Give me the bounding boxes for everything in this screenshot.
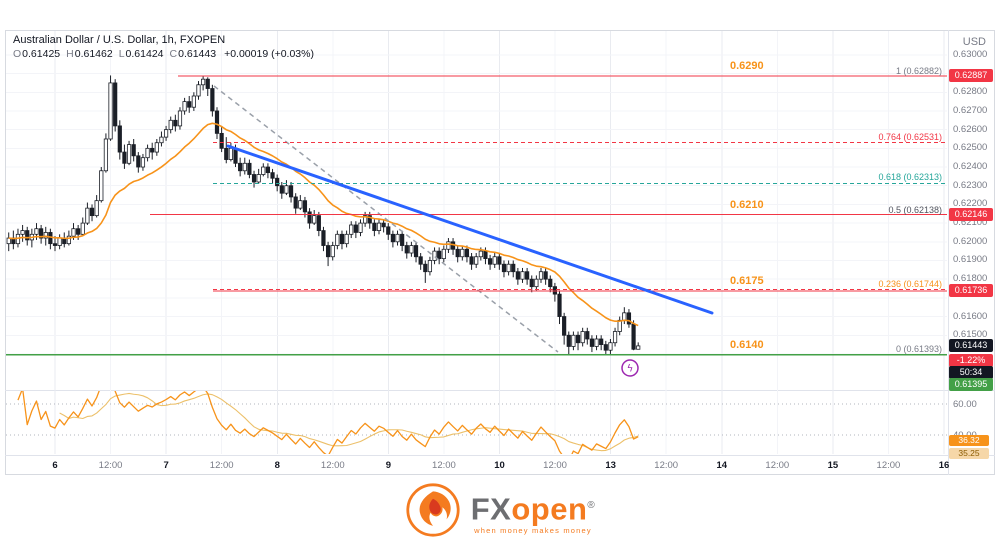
price-axis-separator	[948, 30, 949, 475]
time-axis[interactable]	[5, 455, 948, 474]
symbol-title: Australian Dollar / U.S. Dollar, 1h, FXO…	[13, 34, 226, 46]
ohlc-row: O0.61425 H0.61462 L0.61424 C0.61443 +0.00019…	[13, 48, 314, 61]
rsi-panel[interactable]	[5, 390, 948, 455]
open-label: O	[13, 48, 22, 60]
close-value: 0.61443	[178, 48, 217, 60]
high-label: H	[66, 48, 74, 60]
time-axis-separator	[5, 455, 995, 456]
fxopen-logo: FXopen® when money makes money	[0, 482, 1000, 543]
brand-fx-text: FX	[470, 491, 512, 527]
price-axis[interactable]	[948, 30, 995, 455]
indicator-panel-separator	[5, 390, 995, 391]
axis-currency-label: USD	[962, 36, 986, 48]
high-value: 0.61462	[74, 48, 113, 60]
registered-mark: ®	[587, 499, 596, 511]
change-value: +0.00019 (+0.03%)	[224, 48, 314, 60]
fxopen-logo-icon	[405, 482, 461, 543]
low-value: 0.61424	[125, 48, 164, 60]
brand-open-text: open	[511, 491, 588, 527]
close-label: C	[169, 48, 178, 60]
fxopen-logo-text: FXopen® when money makes money	[470, 490, 596, 536]
low-label: L	[118, 48, 125, 60]
open-value: 0.61425	[22, 48, 61, 60]
main-chart-panel[interactable]	[5, 30, 948, 390]
fxopen-tagline: when money makes money	[474, 526, 592, 536]
symbol-legend[interactable]: Australian Dollar / U.S. Dollar, 1h, FXO…	[13, 34, 314, 61]
